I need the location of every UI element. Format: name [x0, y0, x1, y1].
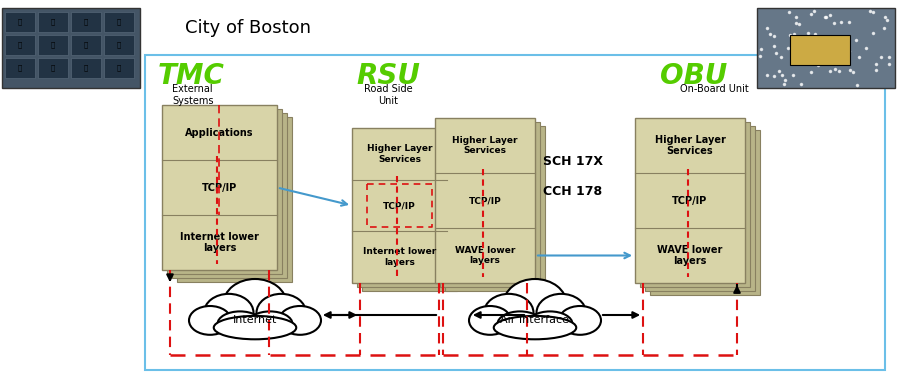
Bar	[645, 126, 755, 291]
Bar	[172, 113, 287, 278]
Text: Applications: Applications	[185, 128, 254, 138]
Text: Air Interface: Air Interface	[500, 315, 570, 325]
Text: 📺: 📺	[117, 19, 122, 25]
Text: 📺: 📺	[84, 19, 88, 25]
Bar	[2, 8, 140, 88]
Text: Internet lower
layers: Internet lower layers	[363, 248, 436, 267]
Text: 📺: 📺	[84, 65, 88, 71]
Text: TMC: TMC	[158, 62, 225, 90]
Bar	[162, 105, 277, 270]
Text: 📺: 📺	[18, 19, 22, 25]
Text: Road Side
Unit: Road Side Unit	[364, 84, 412, 106]
Bar	[650, 130, 760, 295]
Ellipse shape	[559, 306, 601, 335]
Bar	[362, 136, 457, 291]
Ellipse shape	[256, 294, 306, 331]
Bar	[71, 58, 101, 78]
Text: CCH 178: CCH 178	[543, 185, 602, 198]
Text: External
Systems: External Systems	[172, 84, 213, 106]
Bar	[440, 122, 540, 287]
Text: 📺: 📺	[18, 65, 22, 71]
Bar	[38, 58, 68, 78]
Ellipse shape	[189, 306, 231, 335]
Bar	[104, 58, 134, 78]
Text: 📺: 📺	[51, 19, 55, 25]
Bar	[790, 35, 850, 65]
Text: RSU: RSU	[356, 62, 420, 90]
Bar	[635, 118, 745, 283]
Bar	[104, 12, 134, 32]
Text: 📺: 📺	[84, 42, 88, 48]
Ellipse shape	[484, 294, 534, 331]
Text: Higher Layer
Services: Higher Layer Services	[367, 144, 432, 163]
Text: 📺: 📺	[51, 42, 55, 48]
Text: OBU: OBU	[660, 62, 727, 90]
Ellipse shape	[503, 279, 566, 328]
Ellipse shape	[204, 294, 254, 331]
Bar	[38, 12, 68, 32]
Bar	[177, 117, 292, 282]
Text: Higher Layer
Services: Higher Layer Services	[452, 136, 518, 155]
Bar	[71, 35, 101, 55]
Text: 📺: 📺	[117, 65, 122, 71]
Text: WAVE lower
layers: WAVE lower layers	[454, 246, 515, 265]
Text: TCP/IP: TCP/IP	[202, 182, 237, 192]
Bar	[145, 55, 885, 370]
Text: TCP/IP: TCP/IP	[383, 201, 416, 210]
Bar	[104, 35, 134, 55]
Bar	[352, 128, 447, 283]
Text: WAVE lower
layers: WAVE lower layers	[657, 245, 723, 266]
Text: TCP/IP: TCP/IP	[469, 196, 501, 205]
Ellipse shape	[536, 294, 586, 331]
Bar	[5, 58, 35, 78]
Bar	[640, 122, 750, 287]
Ellipse shape	[494, 316, 576, 339]
Text: 📺: 📺	[18, 42, 22, 48]
Text: TCP/IP: TCP/IP	[672, 195, 707, 205]
Bar	[435, 118, 535, 283]
Bar	[38, 35, 68, 55]
Ellipse shape	[498, 311, 543, 336]
Text: On-Board Unit: On-Board Unit	[680, 84, 749, 94]
Text: Internet lower
layers: Internet lower layers	[180, 232, 259, 253]
Text: City of Boston: City of Boston	[185, 19, 311, 37]
Bar	[357, 132, 452, 287]
Bar	[71, 12, 101, 32]
Text: Internet: Internet	[233, 315, 277, 325]
Text: Higher Layer
Services: Higher Layer Services	[654, 135, 725, 156]
Ellipse shape	[469, 306, 511, 335]
Bar	[5, 35, 35, 55]
Bar	[5, 12, 35, 32]
Ellipse shape	[527, 311, 572, 336]
Bar	[167, 109, 282, 274]
Ellipse shape	[214, 316, 296, 339]
Text: 📺: 📺	[117, 42, 122, 48]
Text: SCH 17X: SCH 17X	[543, 155, 603, 168]
Bar	[757, 8, 895, 88]
Bar	[445, 126, 545, 291]
Text: 📺: 📺	[51, 65, 55, 71]
Ellipse shape	[248, 311, 292, 336]
Ellipse shape	[223, 279, 286, 328]
Ellipse shape	[218, 311, 263, 336]
Ellipse shape	[279, 306, 321, 335]
